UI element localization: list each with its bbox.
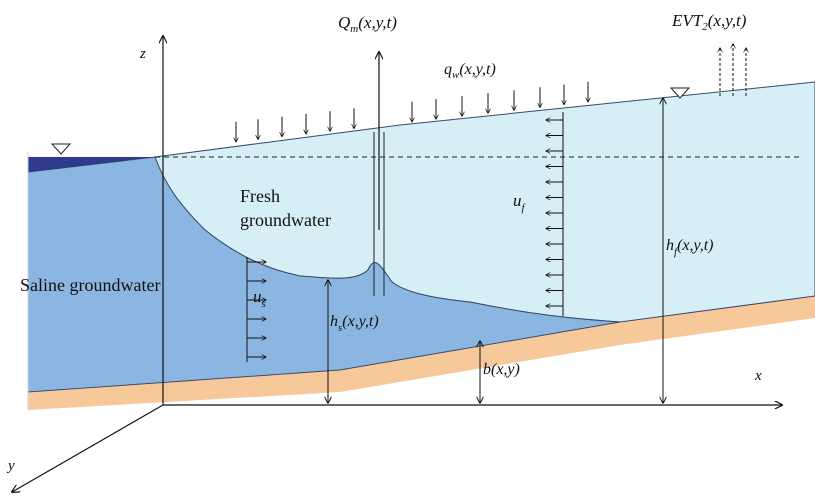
y-axis xyxy=(12,404,164,492)
water-level-marker-left xyxy=(50,143,72,155)
recharge-label: qw(x,y,t) xyxy=(444,61,496,81)
saline-flow-arrows xyxy=(246,257,266,362)
sea-water xyxy=(28,157,155,172)
x-axis-label: x xyxy=(754,368,762,384)
water-level-marker-right xyxy=(669,87,691,99)
aquifer-base-label: b(x,y) xyxy=(483,361,520,378)
saline-groundwater-region xyxy=(27,156,621,393)
fresh-groundwater-label-1: Fresh xyxy=(240,186,280,206)
evapotranspiration-arrows xyxy=(720,44,746,96)
fresh-velocity-label: uf xyxy=(513,191,527,214)
fresh-flow-arrows xyxy=(546,112,564,316)
pumping-rate-label: Qm(x,y,t) xyxy=(338,13,397,35)
recharge-arrows xyxy=(236,81,588,142)
saline-groundwater-label: Saline groundwater xyxy=(20,275,160,295)
fresh-groundwater-label-2: groundwater xyxy=(240,210,331,230)
bedrock-layer xyxy=(28,296,815,410)
saline-velocity-label: us xyxy=(253,287,266,310)
evapotranspiration-label: EVT2(x,y,t) xyxy=(671,11,747,33)
saline-head-label: hs(x,y,t) xyxy=(330,313,379,334)
y-axis-label: y xyxy=(6,458,15,474)
z-axis-label: z xyxy=(139,46,146,62)
fresh-head-label: hf(x,y,t) xyxy=(666,237,713,258)
